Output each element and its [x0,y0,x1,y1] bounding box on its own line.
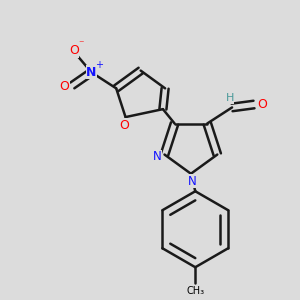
Text: N: N [86,66,97,79]
Text: +: + [95,60,103,70]
Text: O: O [119,119,129,132]
Text: H: H [226,93,234,103]
Text: N: N [188,175,197,188]
Text: O: O [59,80,69,93]
Text: N: N [153,150,162,164]
Text: CH₃: CH₃ [186,286,204,296]
Text: ⁻: ⁻ [78,40,84,50]
Text: O: O [69,44,79,57]
Text: O: O [257,98,267,111]
